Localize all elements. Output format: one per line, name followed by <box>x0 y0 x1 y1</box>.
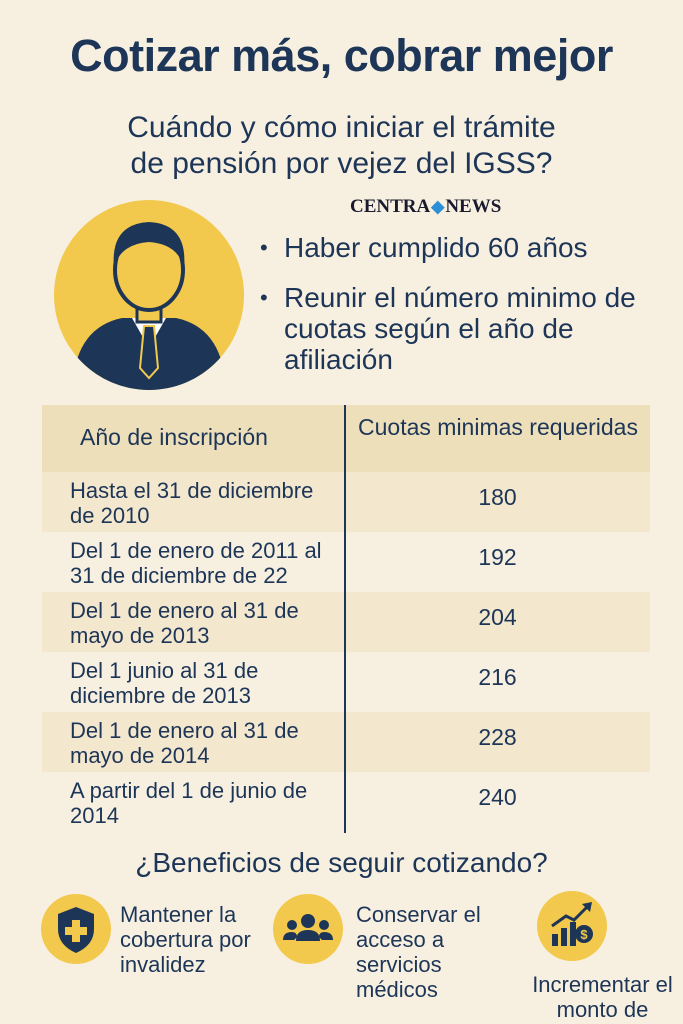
requirement: Haber cumplido 60 años <box>260 232 620 263</box>
person-icon <box>54 200 244 390</box>
quota-cell: 192 <box>478 544 517 570</box>
benefit-text: Incrementar el monto de <box>532 972 673 1022</box>
requirement-text: Reunir el número minimo de cuotas según … <box>284 282 636 375</box>
growth-icon: $ <box>537 891 607 961</box>
title: Cotizar más, cobrar mejor <box>70 30 613 81</box>
quota-cell: 240 <box>478 784 517 810</box>
period-cell: Hasta el 31 de diciembre de 2010 <box>70 478 314 528</box>
subtitle-line: Cuándo y cómo iniciar el trámite <box>127 111 556 144</box>
quota-cell: 228 <box>478 724 517 750</box>
quota-cell: 204 <box>478 604 517 630</box>
table-row: Del 1 de enero al 31 de mayo de 2014 228 <box>42 712 650 772</box>
people-icon <box>273 894 343 964</box>
table-row: Del 1 junio al 31 de diciembre de 2013 21… <box>42 652 650 712</box>
period-cell: Del 1 de enero de 2011 al 31 de diciembr… <box>70 538 322 588</box>
table-row: Del 1 de enero de 2011 al 31 de diciembr… <box>42 532 650 592</box>
brand-text: NEWS <box>445 196 502 217</box>
table-row: A partir del 1 de junio de 2014 240 <box>42 772 650 832</box>
subtitle-line: de pensión por vejez del IGSS? <box>130 147 553 180</box>
svg-text:$: $ <box>580 927 588 942</box>
table-row: Hasta el 31 de diciembre de 2010 180 <box>42 472 650 532</box>
benefit-text: Mantener la cobertura por invalidez <box>120 902 251 977</box>
requirement: Reunir el número minimo de cuotas según … <box>260 282 650 375</box>
quota-cell: 216 <box>478 664 517 690</box>
shield-icon <box>41 894 111 964</box>
period-cell: Del 1 junio al 31 de diciembre de 2013 <box>70 658 259 708</box>
benefits-heading: ¿Beneficios de seguir cotizando? <box>135 847 548 878</box>
period-cell: Del 1 de enero al 31 de mayo de 2013 <box>70 598 299 648</box>
benefit-text: Conservar el acceso a servicios médicos <box>356 902 481 1002</box>
header-cell: Año de inscripción <box>80 424 268 450</box>
requirement-text: Haber cumplido 60 años <box>284 232 588 263</box>
brand-text: CENTRA <box>350 196 431 217</box>
brand-diamond: ◆ <box>431 197 445 216</box>
header-cell: Cuotas minimas requeridas <box>358 414 638 440</box>
table-header: Año de inscripción Cuotas minimas requer… <box>42 405 650 474</box>
table-row: Del 1 de enero al 31 de mayo de 2013 204 <box>42 592 650 652</box>
period-cell: Del 1 de enero al 31 de mayo de 2014 <box>70 718 299 768</box>
quota-cell: 180 <box>478 484 517 510</box>
period-cell: A partir del 1 de junio de 2014 <box>70 778 308 828</box>
column-divider <box>344 405 346 833</box>
brand-logo: CENTRA◆NEWS <box>350 196 501 218</box>
